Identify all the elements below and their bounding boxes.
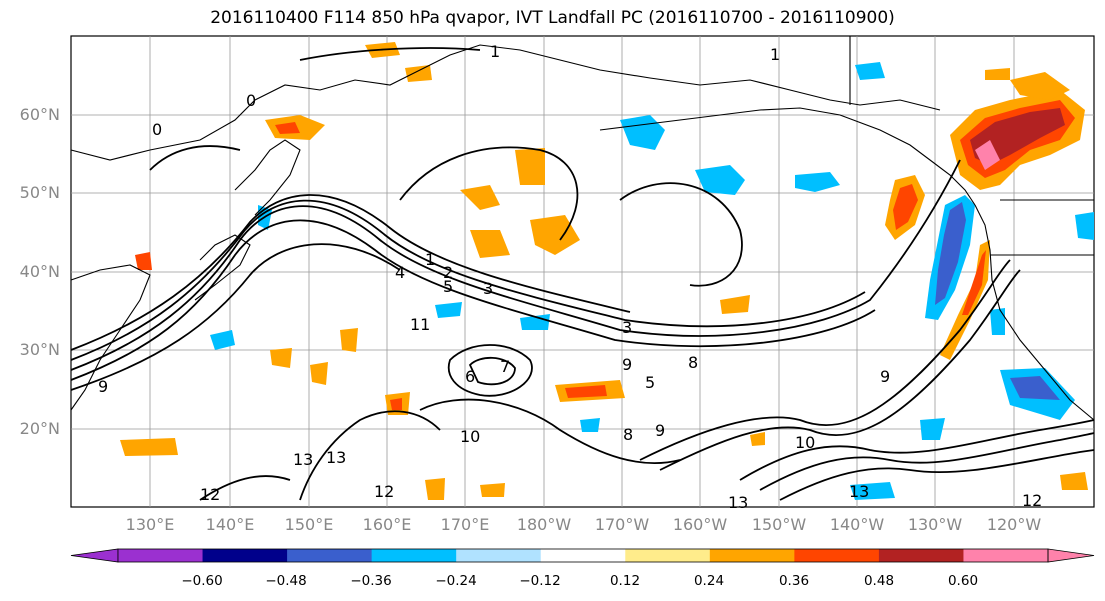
contour-label: 11 xyxy=(410,315,430,334)
lat-label: 50°N xyxy=(19,183,60,202)
colorbar-tick-label: 0.60 xyxy=(947,573,979,589)
lon-label: 130°W xyxy=(907,515,963,534)
colorbar-swatch xyxy=(709,549,795,562)
lon-label: 170°W xyxy=(594,515,650,534)
contour-label: 10 xyxy=(795,433,815,452)
contour-label: 13 xyxy=(849,482,869,501)
colorbar-swatch xyxy=(371,549,457,562)
colorbar-swatch xyxy=(287,549,373,562)
colorbar-max-arrow xyxy=(1047,548,1095,563)
contour-label: 7 xyxy=(500,357,510,376)
colorbar-swatch xyxy=(625,549,711,562)
colorbar-tick-label: 0.12 xyxy=(609,573,641,589)
colorbar-tick-label: −0.60 xyxy=(181,573,223,589)
colorbar-tick-label: −0.12 xyxy=(519,573,561,589)
contour-label: 1 xyxy=(490,42,500,61)
colorbar-tick-label: 0.36 xyxy=(778,573,810,589)
lon-label: 150°E xyxy=(284,515,334,534)
contour-lines xyxy=(70,47,1095,501)
contour-label: 13 xyxy=(326,448,346,467)
lon-label: 140°W xyxy=(829,515,885,534)
colorbar-outline xyxy=(117,548,1049,563)
contour-label: 13 xyxy=(728,493,748,512)
colorbar-tick-label: 0.48 xyxy=(863,573,895,589)
contour-label: 8 xyxy=(688,353,698,372)
colorbar-tick-label: −0.48 xyxy=(265,573,307,589)
contour-label: 3 xyxy=(483,279,493,298)
contour-label: 13 xyxy=(293,450,313,469)
contour-label: 6 xyxy=(465,367,475,386)
colorbar-swatch xyxy=(794,549,880,562)
contour-label: 10 xyxy=(460,427,480,446)
coastlines xyxy=(70,36,1095,421)
lat-label: 20°N xyxy=(19,419,60,438)
lat-label: 40°N xyxy=(19,262,60,281)
lon-label: 160°W xyxy=(672,515,728,534)
contour-label: 1 xyxy=(425,250,435,269)
contour-label: 5 xyxy=(443,277,453,296)
colorbar-swatch xyxy=(540,549,626,562)
contour-label: 9 xyxy=(622,355,632,374)
lon-label: 150°W xyxy=(751,515,807,534)
colorbar-swatch xyxy=(456,549,542,562)
map-title: 2016110400 F114 850 hPa qvapor, IVT Land… xyxy=(210,8,895,28)
contour-label: 2 xyxy=(443,263,453,282)
qvapor-fill xyxy=(120,42,1094,500)
contour-label: 8 xyxy=(623,425,633,444)
contour-label: 12 xyxy=(374,482,394,501)
contour-label: 12 xyxy=(200,485,220,504)
colorbar-swatch xyxy=(118,549,204,562)
lat-label: 60°N xyxy=(19,105,60,124)
contour-label: 9 xyxy=(655,421,665,440)
colorbar xyxy=(70,548,1095,563)
lon-label: 140°E xyxy=(205,515,255,534)
colorbar-tick-label: 0.24 xyxy=(693,573,725,589)
contour-label: 12 xyxy=(1022,491,1042,510)
contour-label: 5 xyxy=(645,373,655,392)
contour-label-group: 0 0 1 1 1 2 3 3 4 5 5 6 7 8 8 9 9 9 9 10… xyxy=(98,42,1042,512)
colorbar-tick-label: −0.36 xyxy=(350,573,392,589)
lon-label: 130°E xyxy=(125,515,175,534)
lon-label: 160°E xyxy=(362,515,412,534)
contour-label: 4 xyxy=(395,263,405,282)
colorbar-swatch xyxy=(963,549,1049,562)
colorbar-tick-label: −0.24 xyxy=(435,573,477,589)
contour-label: 3 xyxy=(622,318,632,337)
contour-label: 1 xyxy=(770,45,780,64)
colorbar-min-arrow xyxy=(70,548,119,563)
contour-label: 0 xyxy=(152,120,162,139)
colorbar-swatch xyxy=(202,549,288,562)
lon-label: 120°W xyxy=(986,515,1042,534)
colorbar-swatch xyxy=(878,549,964,562)
contour-label: 0 xyxy=(246,91,256,110)
lon-label: 170°E xyxy=(440,515,490,534)
contour-label: 9 xyxy=(98,377,108,396)
lat-label: 30°N xyxy=(19,340,60,359)
lon-label: 180°W xyxy=(516,515,572,534)
contour-label: 9 xyxy=(880,367,890,386)
